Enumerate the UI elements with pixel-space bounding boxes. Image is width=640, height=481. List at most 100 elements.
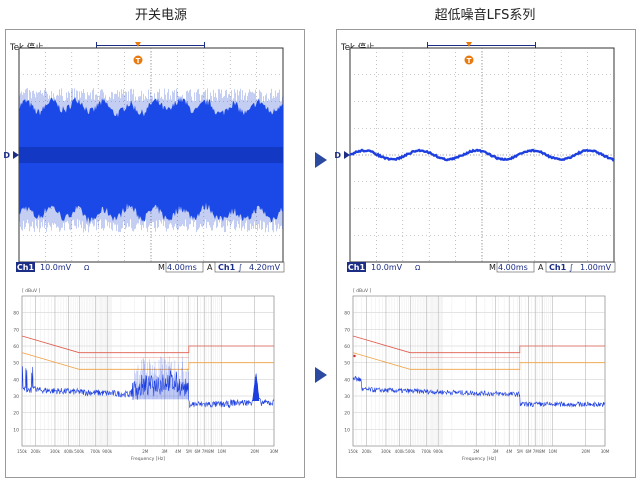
bandwidth-icon: Ω <box>84 264 90 272</box>
emi-x-tick: 200k <box>362 449 373 454</box>
emi-xlabel: Frequency [Hz] <box>462 456 496 462</box>
timebase-prefix: M <box>158 263 165 272</box>
emi-limit-avg <box>21 352 274 370</box>
emi-spectrum-trace <box>352 375 606 408</box>
trigger-channel: Ch1 <box>549 263 567 272</box>
emi-spectrum-trace <box>21 366 275 409</box>
emi-x-tick: 400k <box>64 449 75 454</box>
emi-x-tick: 400k <box>395 449 406 454</box>
emi-unit: [ dBuV ] <box>353 288 371 294</box>
emi-limit-qp <box>352 335 605 354</box>
emi-x-tick: 20M <box>250 449 259 454</box>
ground-marker-label: D <box>334 151 341 160</box>
emi-x-tick: 300k <box>381 449 392 454</box>
trigger-pointer-icon <box>466 42 472 47</box>
timebase-box <box>165 261 204 273</box>
ground-marker-icon <box>344 151 350 159</box>
emi-x-tick: 20M <box>581 449 590 454</box>
ch1-tag-box <box>16 262 35 272</box>
trigger-level: 4.20mV <box>249 263 281 272</box>
emi-x-tick: 200k <box>31 449 42 454</box>
emi-x-tick: 3M <box>492 449 499 454</box>
emi-xlabel: Frequency [Hz] <box>131 456 165 462</box>
timebase-box <box>496 261 535 273</box>
emi-x-tick: 10M <box>217 449 226 454</box>
emi-x-tick: 700k <box>90 449 101 454</box>
emi-x-tick: 7M <box>202 449 209 454</box>
emi-x-tick: 6M <box>194 449 201 454</box>
trigger-t-label: T <box>467 57 472 65</box>
emi-y-tick: 80 <box>13 311 19 317</box>
emi-x-tick: 5M <box>186 449 193 454</box>
emi-x-tick: 700k <box>421 449 432 454</box>
emi-x-tick: 300k <box>50 449 61 454</box>
ripple-trace <box>349 148 615 162</box>
trigger-box <box>214 261 285 273</box>
ground-marker-icon <box>13 151 19 159</box>
trigger-level: 1.00mV <box>580 263 612 272</box>
noise-core <box>19 146 283 164</box>
emi-x-tick: 30M <box>270 449 279 454</box>
emi-x-tick: 10M <box>548 449 557 454</box>
trigger-t-icon <box>464 55 474 65</box>
emi-marker <box>353 354 356 358</box>
emi-y-tick: 10 <box>344 427 350 433</box>
emi-y-tick: 60 <box>13 344 19 350</box>
trigger-t-label: T <box>136 57 141 65</box>
trigger-box <box>545 261 616 273</box>
emi-x-tick: 4M <box>506 449 513 454</box>
emi-x-tick: 2M <box>473 449 480 454</box>
ch1-tag: Ch1 <box>17 263 35 272</box>
emi-x-tick: 30M <box>601 449 610 454</box>
ch1-tag: Ch1 <box>348 263 366 272</box>
emi-x-tick: 3M <box>161 449 168 454</box>
emi-y-tick: 20 <box>344 411 350 417</box>
trig-prefix: A <box>207 263 213 272</box>
emi-y-tick: 50 <box>13 361 19 367</box>
emi-plot-area <box>21 295 275 447</box>
emi-y-tick: 70 <box>13 327 19 333</box>
trigger-t-icon <box>133 55 143 65</box>
emi-x-tick: 5M <box>517 449 524 454</box>
timebase-prefix: M <box>489 263 496 272</box>
arrow-icon <box>315 367 327 383</box>
emi-peak <box>252 372 260 401</box>
ch1-scale: 10.0mV <box>40 263 72 272</box>
emi-y-tick: 40 <box>344 377 350 383</box>
emi-x-tick: 900k <box>433 449 444 454</box>
arrow-icon <box>315 152 327 168</box>
emi-x-tick: 8M <box>539 449 546 454</box>
emi-limit-avg <box>352 352 605 370</box>
emi-y-tick: 10 <box>13 427 19 433</box>
emi-x-tick: 6M <box>525 449 532 454</box>
right-heading: 超低噪音LFS系列 <box>435 7 536 23</box>
ground-marker-label: D <box>3 151 10 160</box>
timebase: 4.00ms <box>498 263 528 272</box>
emi-y-tick: 30 <box>344 394 350 400</box>
ch1-tag-box <box>347 262 366 272</box>
trigger-channel: Ch1 <box>218 263 236 272</box>
timebase: 4.00ms <box>167 263 197 272</box>
trigger-slope-icon: ∫ <box>238 263 242 272</box>
emi-y-tick: 40 <box>13 377 19 383</box>
emi-x-tick: 500k <box>405 449 416 454</box>
emi-x-tick: 8M <box>208 449 215 454</box>
trig-prefix: A <box>538 263 544 272</box>
emi-plot-area <box>352 295 606 447</box>
emi-unit: [ dBuV ] <box>22 288 40 294</box>
emi-x-tick: 500k <box>74 449 85 454</box>
trigger-pointer-icon <box>135 42 141 47</box>
emi-y-tick: 30 <box>13 394 19 400</box>
emi-limit-qp <box>21 335 274 354</box>
emi-x-tick: 150k <box>348 449 359 454</box>
emi-y-tick: 20 <box>13 411 19 417</box>
emi-x-tick: 150k <box>17 449 28 454</box>
bandwidth-icon: Ω <box>415 264 421 272</box>
left-heading: 开关电源 <box>135 8 187 23</box>
emi-x-tick: 7M <box>533 449 540 454</box>
emi-x-tick: 4M <box>175 449 182 454</box>
emi-x-tick: 2M <box>142 449 149 454</box>
